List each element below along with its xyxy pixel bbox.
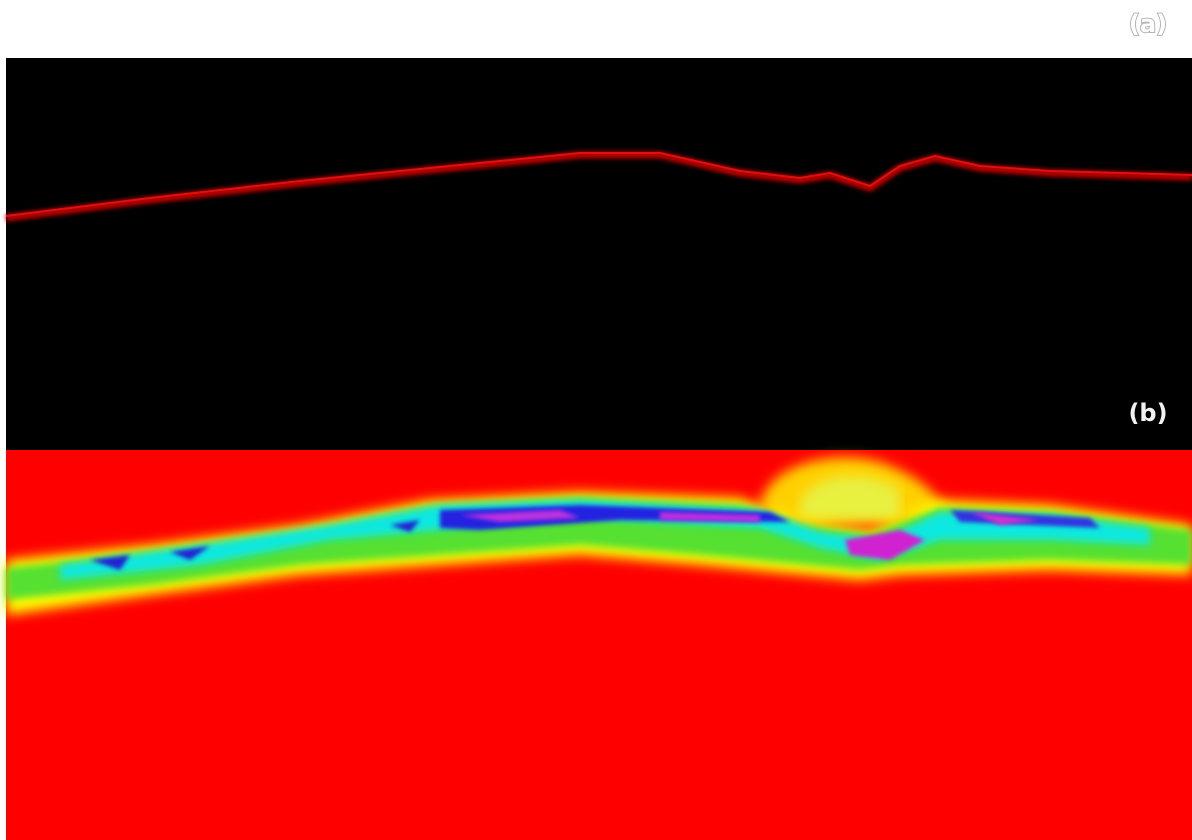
- heatmap-panel: [6, 450, 1192, 840]
- panel-label: (b): [1128, 399, 1167, 427]
- oct-panel: (b): [6, 58, 1192, 450]
- header-area: [0, 0, 1192, 58]
- panel-background: [6, 58, 1192, 450]
- figure: (a) (b): [0, 0, 1192, 840]
- panel-label: (a): [1129, 10, 1167, 38]
